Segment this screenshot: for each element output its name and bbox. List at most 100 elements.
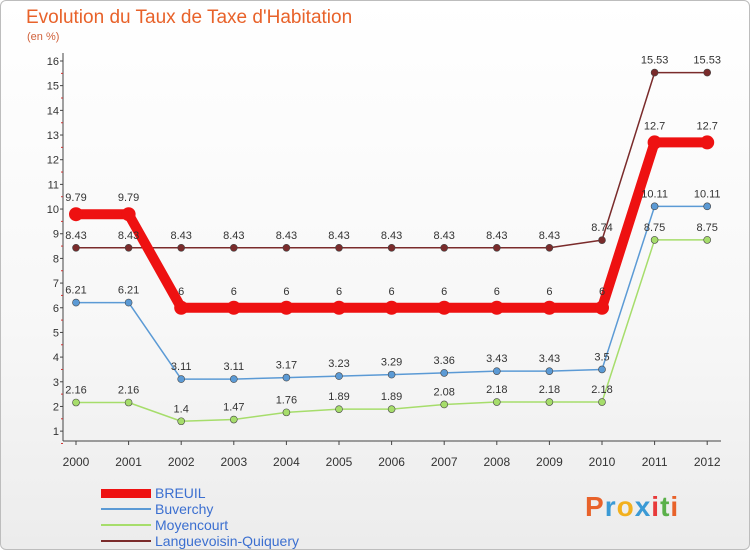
data-label: 8.43 — [170, 230, 191, 242]
data-label: 2.18 — [539, 384, 560, 396]
data-point — [440, 369, 449, 377]
data-point — [230, 375, 238, 383]
x-tick-label: 2006 — [378, 455, 405, 469]
x-tick-label: 2008 — [483, 455, 510, 469]
logo-letter: i — [670, 491, 680, 522]
logo-letter: P — [585, 491, 605, 522]
data-label: 6 — [336, 286, 342, 298]
data-label: 8.75 — [696, 222, 717, 234]
data-point — [230, 415, 238, 424]
data-point — [282, 243, 291, 252]
legend-swatch — [101, 540, 151, 542]
y-tick-label: 2 — [53, 401, 59, 413]
x-tick-label: 2000 — [63, 455, 90, 469]
data-label: 3.29 — [381, 357, 402, 369]
data-label: 12.7 — [644, 120, 665, 132]
legend-label: BREUIL — [155, 485, 206, 501]
data-label: 3.11 — [171, 361, 192, 373]
y-tick-label: 7 — [53, 278, 59, 290]
y-tick-label: 6 — [53, 303, 59, 315]
data-point — [226, 300, 241, 315]
data-point — [335, 372, 343, 380]
data-point — [650, 236, 659, 244]
x-tick-label: 2007 — [431, 455, 458, 469]
data-label: 8.43 — [223, 230, 244, 242]
legend-swatch — [101, 524, 151, 526]
data-point — [595, 300, 609, 315]
y-tick-label: 10 — [47, 204, 59, 216]
legend-swatch — [101, 508, 151, 510]
data-point — [279, 300, 294, 315]
data-point — [69, 207, 83, 222]
data-point — [598, 236, 606, 244]
data-point — [387, 370, 396, 379]
data-point — [72, 398, 80, 407]
data-labels-layer: 9.79 9.79 6 6 6 6 6 6 6 6 6 12.7 12.7 6.21 6.21 3.11 3.1… — [65, 55, 721, 416]
data-label: 9.79 — [118, 192, 139, 204]
data-label: 3.11 — [224, 361, 245, 373]
data-label: 2.16 — [65, 385, 86, 397]
data-point — [121, 207, 136, 222]
data-label: 8.43 — [539, 230, 560, 242]
data-label: 3.5 — [594, 351, 609, 363]
data-label: 6 — [231, 286, 237, 298]
data-label: 10.11 — [694, 188, 721, 200]
y-tick-label: 8 — [53, 253, 59, 265]
data-point — [492, 398, 501, 406]
data-label: 6.21 — [118, 285, 139, 297]
data-label: 2.18 — [486, 384, 507, 396]
data-point — [387, 405, 396, 413]
x-tick-label: 2010 — [589, 455, 616, 469]
x-tick-label: 2012 — [694, 455, 721, 469]
data-point — [440, 243, 449, 252]
data-label: 8.74 — [591, 222, 612, 234]
y-tick-label: 14 — [47, 105, 59, 117]
data-point — [72, 243, 80, 252]
data-label: 1.89 — [381, 391, 402, 403]
data-point — [332, 300, 346, 315]
data-label: 3.43 — [486, 353, 507, 365]
logo-letter: t — [660, 491, 671, 522]
y-tick-label: 5 — [53, 327, 59, 339]
data-point — [124, 298, 133, 307]
data-point — [650, 202, 659, 211]
data-point — [437, 300, 452, 315]
data-label: 12.7 — [696, 120, 717, 132]
legend-item: BREUIL — [101, 485, 299, 501]
y-tick-label: 3 — [53, 377, 59, 389]
data-label: 1.47 — [223, 402, 244, 414]
data-label: 15.53 — [641, 55, 669, 67]
y-tick-label: 15 — [47, 81, 59, 93]
legend-item: Buverchy — [101, 501, 299, 517]
x-tick-label: 2002 — [168, 455, 195, 469]
data-point — [282, 373, 291, 382]
data-label: 8.43 — [118, 230, 139, 242]
data-label: 6 — [546, 286, 552, 298]
x-tick-label: 2005 — [326, 455, 353, 469]
data-label: 2.18 — [591, 384, 612, 396]
data-label: 3.23 — [328, 358, 349, 370]
data-label: 1.4 — [174, 403, 189, 415]
data-point — [174, 300, 189, 315]
legend-item: Languevoisin-Quiquery — [101, 533, 299, 549]
data-label: 3.17 — [276, 360, 297, 372]
data-label: 8.43 — [381, 230, 402, 242]
data-point — [542, 300, 557, 315]
legend: BREUIL Buverchy Moyencourt Languevoisin-Qui… — [101, 485, 299, 549]
chart-title: Evolution du Taux de Taxe d'Habitation — [26, 7, 353, 28]
legend-label: Buverchy — [155, 501, 214, 517]
x-tick-label: 2003 — [220, 455, 247, 469]
data-label: 15.53 — [693, 55, 721, 67]
data-point — [492, 243, 501, 252]
data-label: 2.08 — [433, 386, 454, 398]
data-point — [703, 68, 712, 77]
legend-label: Languevoisin-Quiquery — [155, 533, 299, 549]
data-label: 1.89 — [328, 391, 349, 403]
data-point — [384, 300, 399, 315]
data-point — [72, 298, 80, 307]
data-point — [598, 365, 606, 374]
data-point — [177, 243, 185, 252]
x-tick-label: 2009 — [536, 455, 563, 469]
